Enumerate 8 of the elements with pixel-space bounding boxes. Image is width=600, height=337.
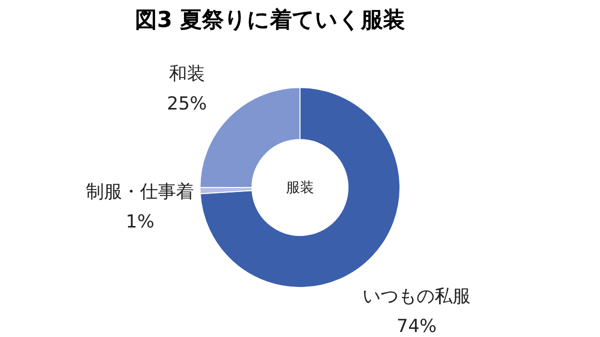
data-label: 74%: [396, 316, 437, 337]
chart-title: 図3 夏祭りに着ていく服装: [135, 7, 405, 33]
text: 服装: [286, 180, 314, 196]
data-label: 1%: [126, 212, 154, 233]
slice-label: 和装: [168, 63, 205, 84]
data-label: 25%: [166, 93, 207, 114]
slice-label: いつもの私服: [362, 286, 471, 308]
slice-label: 制服・仕事着: [86, 182, 194, 203]
